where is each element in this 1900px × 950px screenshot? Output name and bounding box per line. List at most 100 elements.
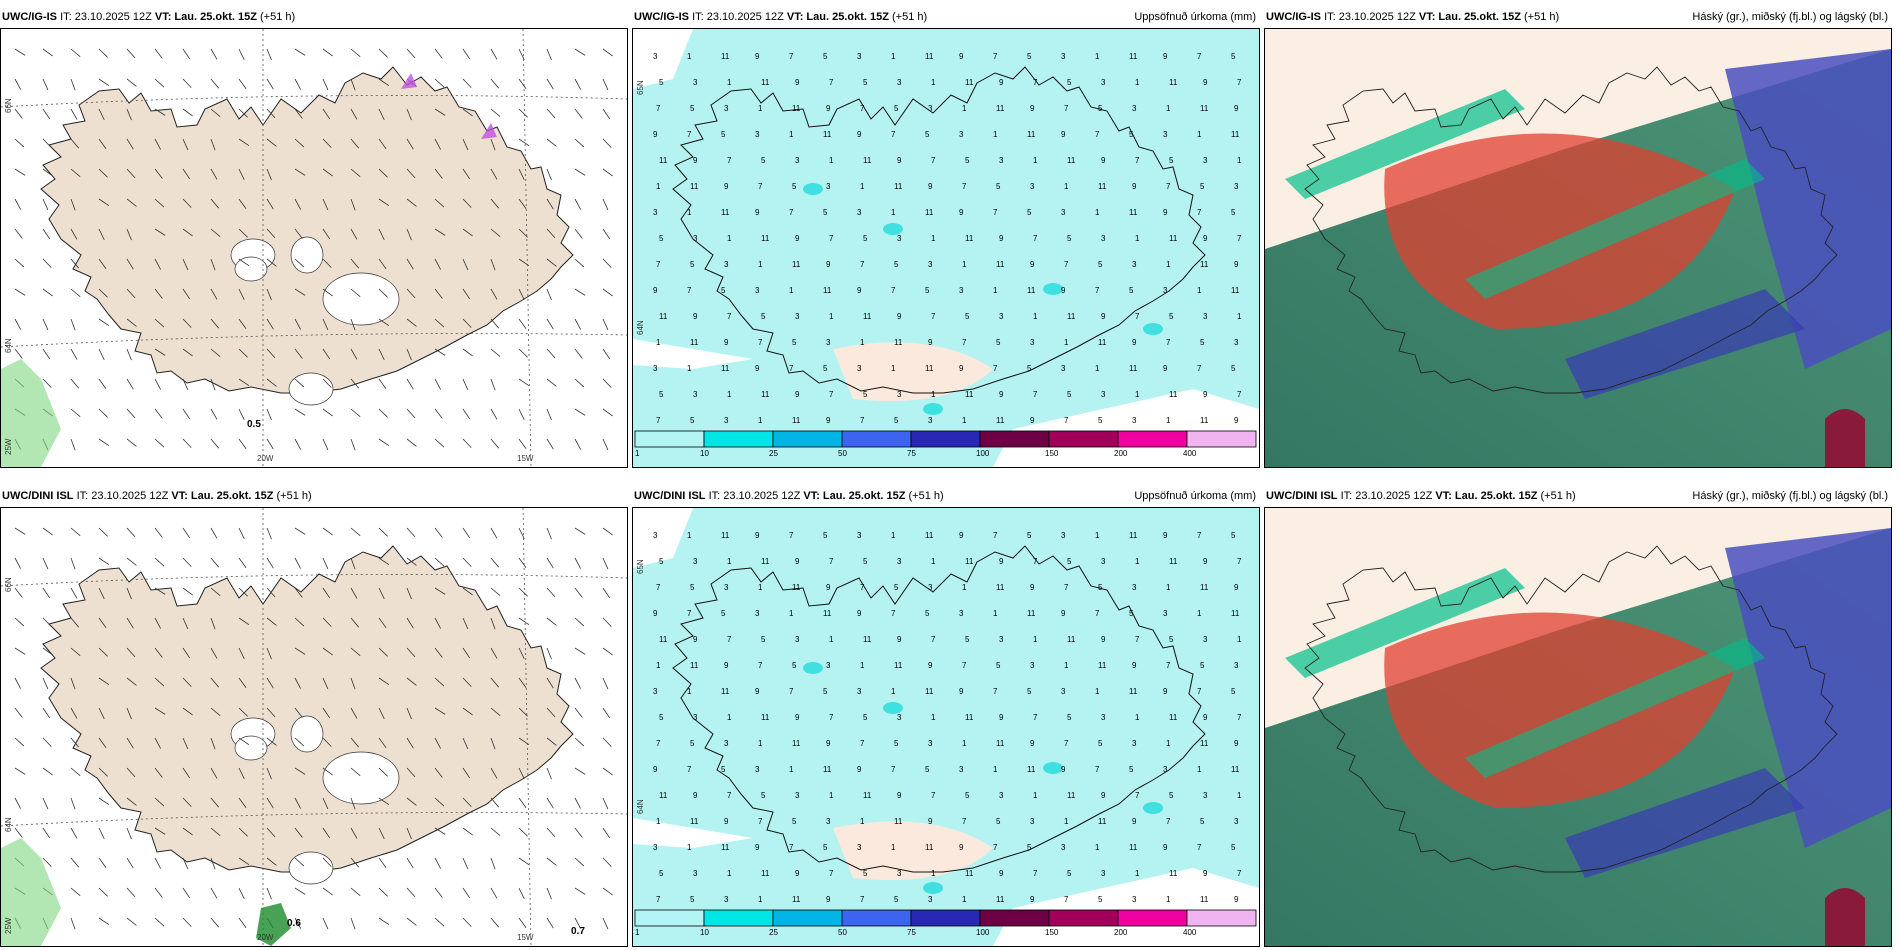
precip-map[interactable]: 3 1 11 9 7 5 3 1 11 9 7 5 3 1 11 9 7 5 5 3 1 11 9 7 5 3 1 11 9 7 5 3 1 11… [632, 28, 1260, 468]
model-name: UWC/IG-IS [1266, 11, 1321, 23]
precip-amount: 5 [1067, 713, 1072, 722]
precip-amount: 5 [792, 182, 797, 191]
precip-amount: 7 [1197, 364, 1202, 373]
lon-label: 15W [517, 933, 534, 942]
precip-amount: 1 [1095, 208, 1100, 217]
precip-amount: 9 [693, 791, 698, 800]
precip-amount: 7 [829, 390, 834, 399]
clouds-map[interactable] [1264, 507, 1892, 947]
precip-amount: 11 [690, 338, 699, 347]
precip-amount: 5 [894, 895, 899, 904]
precip-amount: 5 [996, 182, 1001, 191]
precip-amount: 1 [1166, 104, 1171, 113]
precip-amount: 7 [758, 182, 763, 191]
wind-map[interactable]: 66N 64N 20W 15W 25W 0.5 [0, 28, 628, 468]
precip-amount: 7 [931, 312, 936, 321]
precip-amount: 9 [1163, 687, 1168, 696]
precip-amount: 9 [1030, 260, 1035, 269]
precip-amount: 5 [863, 78, 868, 87]
colorbar-tick: 75 [907, 449, 916, 458]
precip-amount: 3 [897, 557, 902, 566]
precip-amount: 1 [1135, 390, 1140, 399]
precip-amount: 11 [1129, 687, 1138, 696]
precip-amount: 3 [795, 156, 800, 165]
precip-amount: 1 [1095, 364, 1100, 373]
precip-amount: 11 [863, 791, 872, 800]
precip-amount: 3 [1234, 817, 1239, 826]
precip-amount: 7 [789, 52, 794, 61]
clouds-map[interactable] [1264, 28, 1892, 468]
precip-amount: 1 [687, 364, 692, 373]
precip-amount: 9 [959, 364, 964, 373]
precip-amount: 1 [656, 661, 661, 670]
precip-amount: 3 [857, 687, 862, 696]
precip-amount: 11 [1098, 817, 1107, 826]
precip-amount: 9 [1203, 78, 1208, 87]
precip-amount: 9 [653, 609, 658, 618]
vt-label: VT: [1418, 11, 1436, 23]
precip-amount: 1 [829, 791, 834, 800]
wind-map-svg: 66N 64N 20W 15W 25W 0.6 0.7 [1, 508, 627, 946]
precip-amount: 7 [1033, 557, 1038, 566]
precip-amount: 3 [1234, 182, 1239, 191]
precip-amount: 1 [656, 817, 661, 826]
precip-amount: 3 [755, 130, 760, 139]
precip-amount: 3 [724, 895, 729, 904]
precip-amount: 11 [925, 208, 934, 217]
precip-amount: 3 [795, 791, 800, 800]
precip-amount: 9 [928, 338, 933, 347]
precip-amount: 11 [894, 817, 903, 826]
precip-amount: 9 [959, 687, 964, 696]
precip-amount: 1 [860, 338, 865, 347]
colorbar-swatch [772, 430, 843, 448]
precip-amount: 3 [928, 583, 933, 592]
precip-amount: 7 [962, 817, 967, 826]
precip-amount: 7 [1237, 390, 1242, 399]
precip-amount: 7 [727, 635, 732, 644]
precip-amount: 1 [727, 557, 732, 566]
precip-amount: 9 [1234, 104, 1239, 113]
panel-title: UWC/DINI ISL IT: 23.10.2025 12Z VT: Lau.… [0, 485, 628, 507]
precip-amount: 7 [1166, 661, 1171, 670]
precip-amount: 9 [1061, 609, 1066, 618]
precip-amount: 1 [860, 661, 865, 670]
lead-time: (+51 h) [276, 490, 312, 502]
precip-amount: 9 [693, 312, 698, 321]
lead-time: (+51 h) [1540, 490, 1576, 502]
wind-map[interactable]: 66N 64N 20W 15W 25W 0.6 0.7 [0, 507, 628, 947]
precip-amount: 1 [1197, 286, 1202, 295]
precip-amount: 11 [659, 791, 668, 800]
precip-amount: 11 [965, 234, 974, 243]
precip-amount: 5 [1027, 687, 1032, 696]
precip-amount: 3 [724, 104, 729, 113]
precip-amount: 1 [993, 609, 998, 618]
precip-amount: 5 [690, 583, 695, 592]
precip-amount: 5 [690, 739, 695, 748]
precip-amount: 1 [656, 338, 661, 347]
precip-map[interactable]: 3 1 11 9 7 5 3 1 11 9 7 5 3 1 11 9 7 5 5 3 1 11 9 7 5 3 1 11 9 7 5 3 1 11… [632, 507, 1260, 947]
precip-amount: 9 [1163, 364, 1168, 373]
precip-amount: 7 [789, 531, 794, 540]
precip-amount: 5 [996, 817, 1001, 826]
vt-label: VT: [786, 11, 804, 23]
precip-amount: 7 [962, 338, 967, 347]
clouds-map-svg [1265, 29, 1891, 467]
precip-amount: 9 [795, 869, 800, 878]
lon-label: 15W [517, 454, 534, 463]
precip-amount: 3 [1132, 104, 1137, 113]
precip-amount: 9 [1132, 661, 1137, 670]
colorbar-swatch [703, 430, 774, 448]
precip-amount: 3 [1203, 635, 1208, 644]
valid-time: Lau. 25.okt. 15Z [190, 490, 274, 502]
precip-amount: 5 [863, 390, 868, 399]
precip-amount: 7 [789, 364, 794, 373]
precip-amount: 7 [993, 52, 998, 61]
precip-amount: 7 [1197, 52, 1202, 61]
precip-amount: 9 [795, 557, 800, 566]
precip-amount: 7 [1197, 843, 1202, 852]
precip-amount: 1 [1237, 156, 1242, 165]
colorbar-swatch [1048, 430, 1119, 448]
precip-amount: 7 [1095, 130, 1100, 139]
precip-amount: 11 [863, 156, 872, 165]
precip-amount: 3 [897, 390, 902, 399]
